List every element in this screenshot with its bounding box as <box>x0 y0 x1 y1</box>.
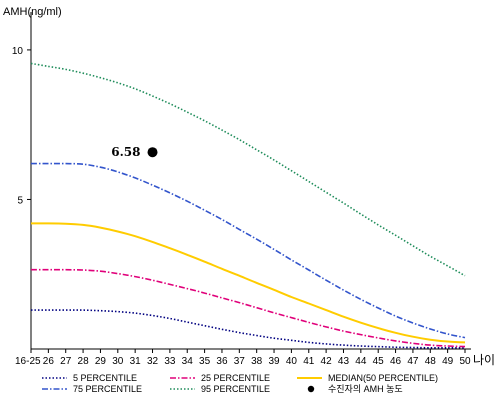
x-tick-label: 38 <box>251 356 263 367</box>
x-tick-label: 47 <box>407 356 419 367</box>
annotation-layer: 6.58 <box>111 145 158 159</box>
x-tick-label: 45 <box>373 356 385 367</box>
x-tick-label: 27 <box>60 356 72 367</box>
x-tick-label: 16-25 <box>15 356 41 367</box>
x-tick-label: 28 <box>78 356 90 367</box>
x-axis-title: 나이 <box>473 353 495 367</box>
x-tick-label: 49 <box>442 356 454 367</box>
x-tick-label: 37 <box>234 356 246 367</box>
legend-label: 25 PERCENTILE <box>201 373 270 383</box>
x-tick-label: 50 <box>459 356 471 367</box>
y-tick-label: 10 <box>12 46 24 57</box>
x-tick-label: 42 <box>321 356 333 367</box>
legend-label: 75 PERCENTILE <box>73 384 142 394</box>
x-tick-label: 46 <box>390 356 402 367</box>
legend-marker-label: 수진자의 AMH 농도 <box>328 384 403 394</box>
axes: 5 10 16-25 26 27 28 29 30 31 32 33 34 35 36 37 38 39 40 41… <box>12 12 471 367</box>
x-tick-label: 26 <box>43 356 55 367</box>
x-tick-label: 44 <box>355 356 367 367</box>
x-tick-label: 35 <box>199 356 211 367</box>
x-tick-label: 39 <box>268 356 280 367</box>
x-tick-label: 30 <box>112 356 124 367</box>
series-line-95-percentile <box>30 62 466 277</box>
x-tick-label: 40 <box>286 356 298 367</box>
legend-marker-swatch <box>307 385 315 393</box>
x-tick-label: 34 <box>182 356 194 367</box>
x-tick-label: 36 <box>216 356 228 367</box>
patient-amh-point <box>147 147 158 158</box>
x-tick-label: 48 <box>425 356 437 367</box>
x-tick-label: 43 <box>338 356 350 367</box>
series-layer <box>30 62 466 349</box>
x-tick-label: 32 <box>147 356 159 367</box>
legend-label: 5 PERCENTILE <box>73 373 137 383</box>
legend-label: MEDIAN(50 PERCENTILE) <box>328 373 438 383</box>
series-line-5-percentile <box>31 309 465 349</box>
patient-amh-label: 6.58 <box>111 145 140 159</box>
x-tick-label: 41 <box>303 356 315 367</box>
x-tick-label: 29 <box>95 356 107 367</box>
y-tick-label: 5 <box>17 195 23 206</box>
x-tick-label: 31 <box>130 356 142 367</box>
y-axis-title: AMH(ng/ml) <box>3 6 62 18</box>
series-line-75-percentile <box>30 162 466 339</box>
legend-label: 95 PERCENTILE <box>201 384 270 394</box>
series-line-median-50-percentile <box>30 222 466 344</box>
legend: 5 PERCENTILE 25 PERCENTILE MEDIAN(50 PERCE… <box>42 373 438 394</box>
x-tick-label: 33 <box>164 356 176 367</box>
series-line-25-percentile <box>30 268 466 348</box>
